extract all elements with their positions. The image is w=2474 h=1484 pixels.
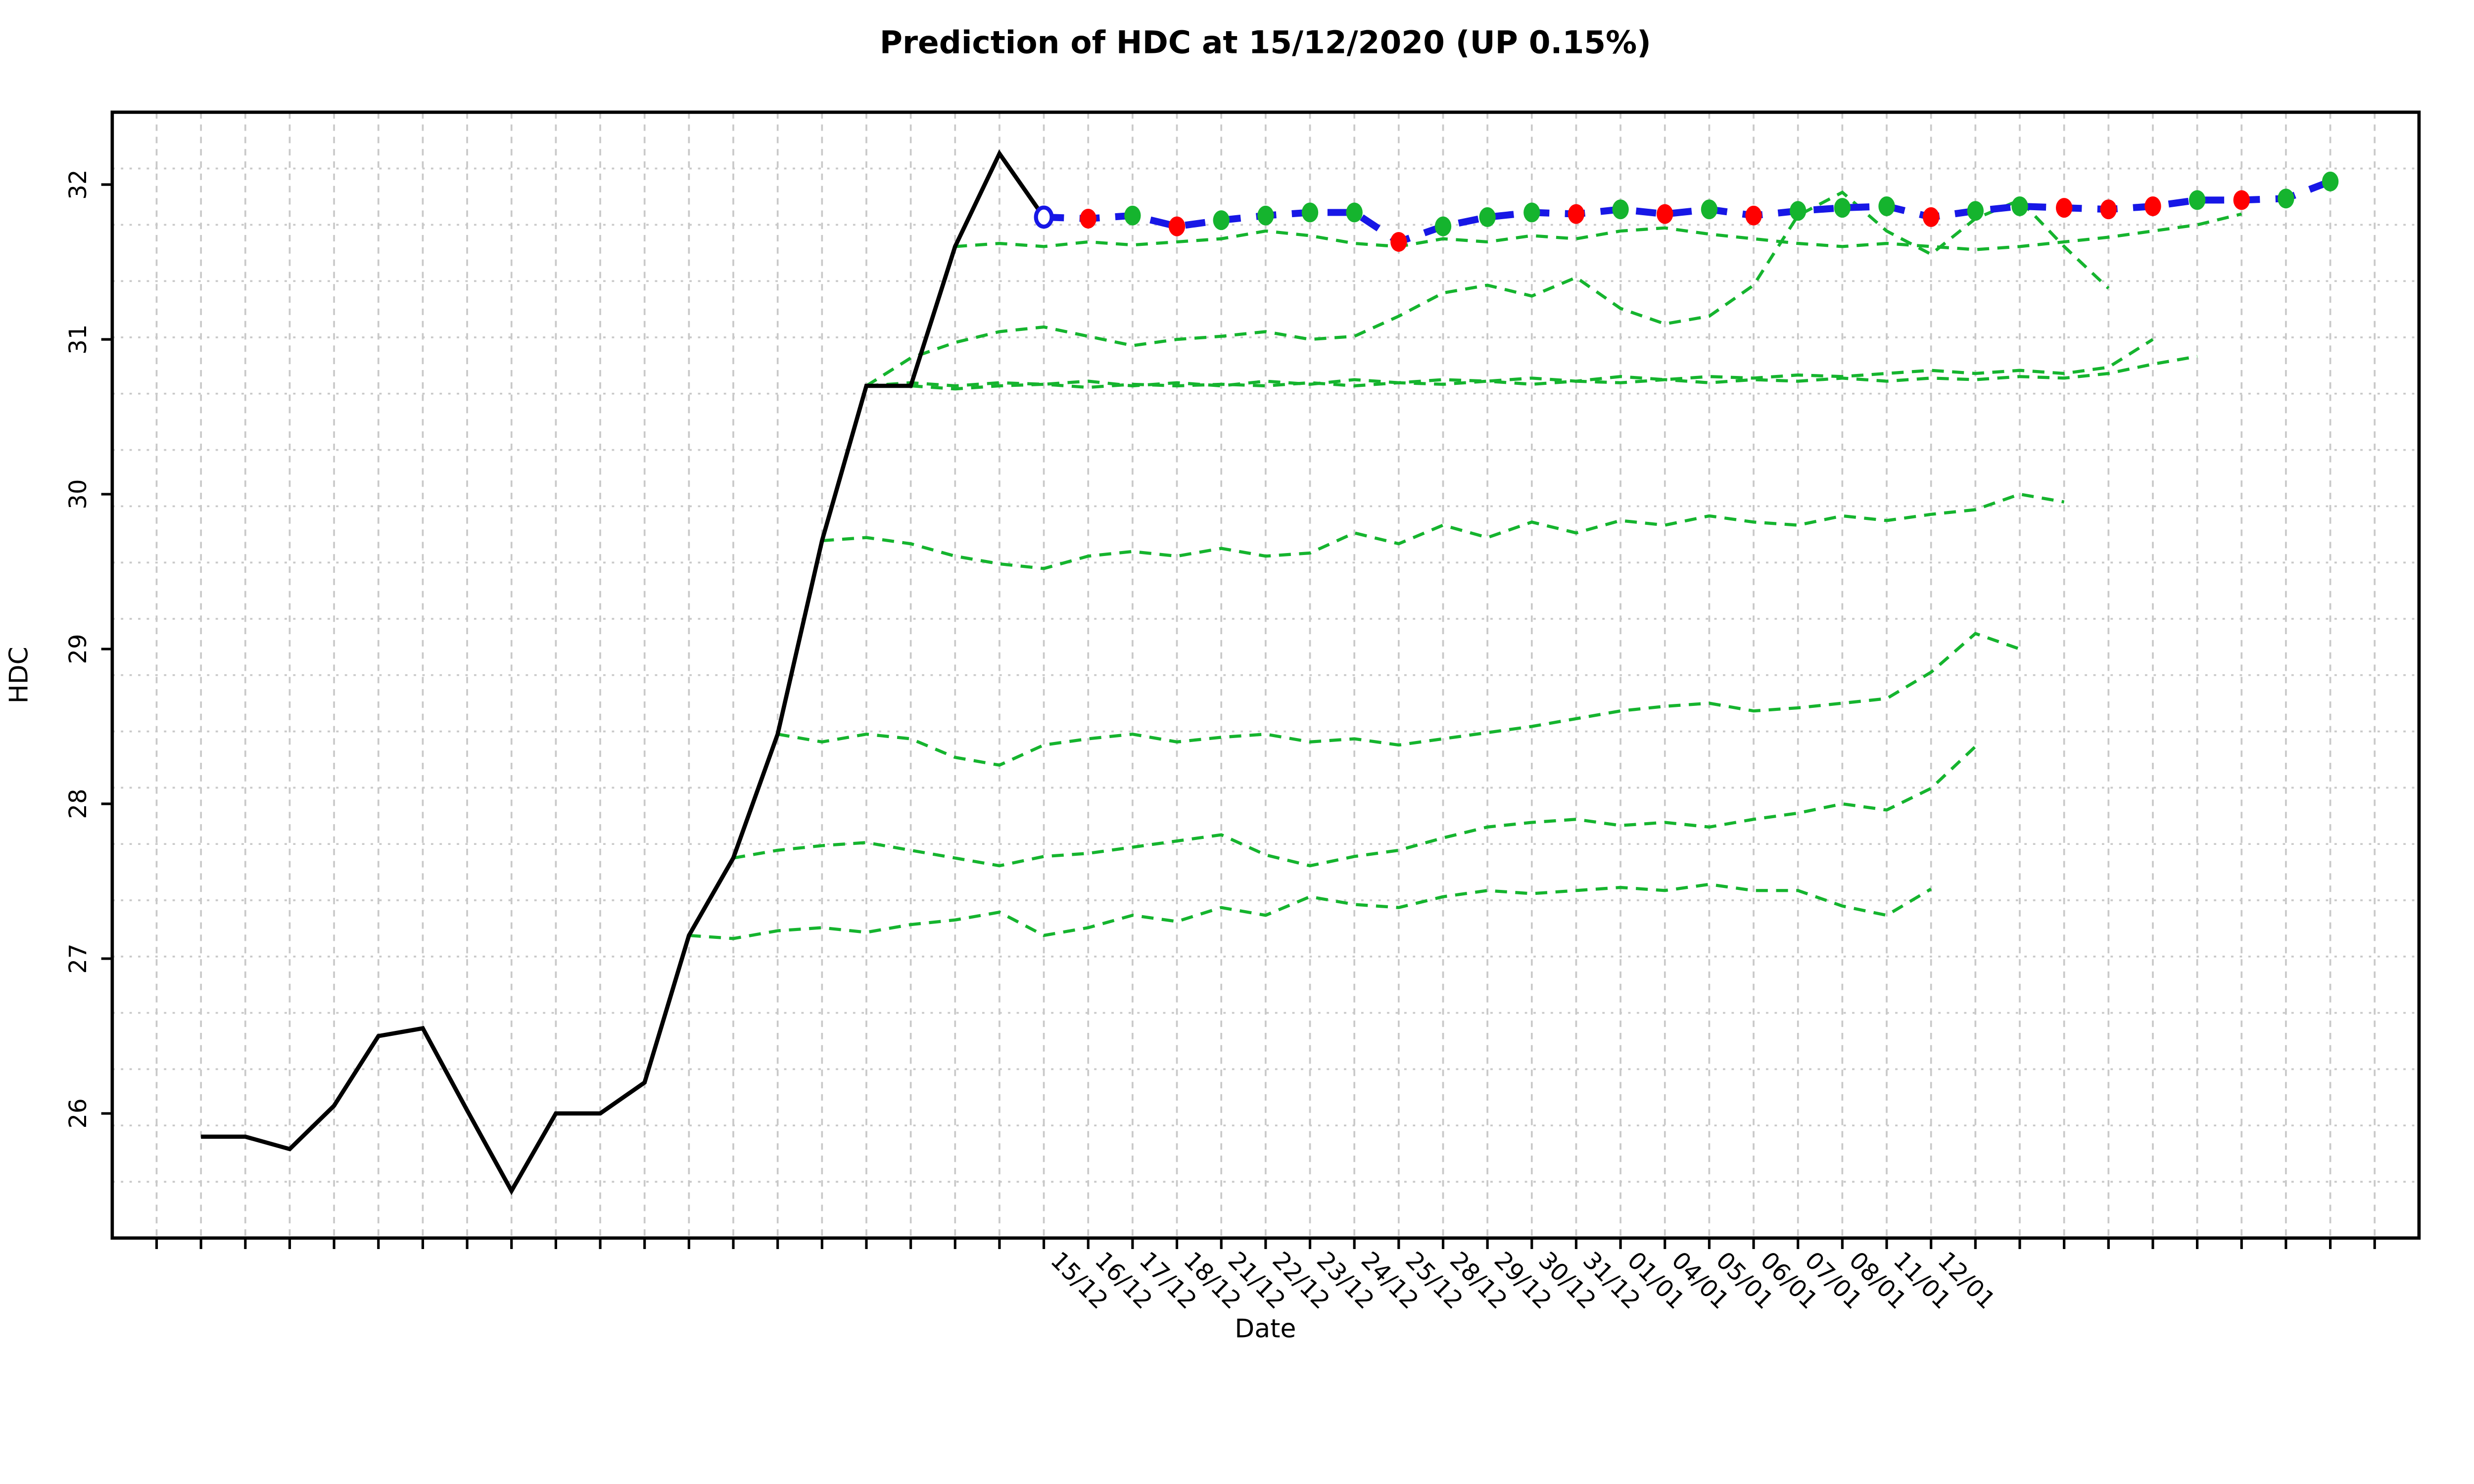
prediction-marker-down — [1168, 216, 1186, 236]
ensemble-line — [689, 882, 1932, 940]
ensemble-line — [955, 212, 2242, 251]
prediction-marker-up — [1878, 196, 1895, 216]
ensemble-line — [777, 632, 2021, 767]
prediction-marker-up — [2011, 196, 2028, 216]
prediction-marker-up — [2278, 188, 2294, 209]
chart-title: Prediction of HDC at 15/12/2020 (UP 0.15… — [880, 24, 1651, 60]
prediction-marker-up — [1301, 202, 1319, 223]
prediction-marker-up — [1701, 199, 1718, 220]
prediction-marker-down — [2100, 199, 2117, 220]
y-tick-label: 26 — [64, 1098, 92, 1128]
y-tick-label: 27 — [64, 943, 92, 974]
y-tick-label: 29 — [64, 634, 92, 664]
historical-line — [201, 149, 1046, 1196]
prediction-marker-down — [2055, 198, 2073, 218]
grid-layer — [112, 112, 2419, 1238]
prediction-marker-up — [1124, 205, 1141, 226]
y-tick-label: 32 — [64, 170, 92, 200]
prediction-marker-up — [1834, 198, 1851, 218]
ensemble-line — [733, 745, 1977, 868]
ensemble-line — [865, 190, 2110, 387]
prediction-marker-up — [1790, 201, 1807, 221]
prediction-marker-up — [1257, 205, 1274, 226]
prediction-marker-down — [1657, 204, 1673, 224]
prediction-marker-down — [1390, 232, 1407, 252]
prediction-line — [1044, 178, 2332, 246]
prediction-marker-down — [2144, 196, 2161, 216]
y-tick-label: 31 — [64, 324, 92, 354]
prediction-marker-up — [2322, 171, 2339, 191]
prediction-marker-down — [1923, 207, 1940, 227]
series-layer — [201, 149, 2339, 1196]
prediction-marker-up — [1434, 216, 1452, 236]
prediction-start-marker — [1034, 205, 1054, 229]
x-axis-title: Date — [1235, 1314, 1296, 1344]
prediction-marker-up — [1612, 199, 1629, 220]
y-tick-label: 30 — [64, 479, 92, 509]
prediction-marker-up — [2189, 190, 2206, 210]
prediction-marker-up — [1346, 202, 1363, 223]
ensemble-line — [910, 355, 2198, 391]
prediction-marker-down — [1745, 205, 1762, 226]
ensemble-line — [822, 492, 2065, 570]
prediction-marker-down — [1080, 208, 1096, 229]
ensemble-line — [866, 338, 2154, 388]
prediction-marker-up — [1967, 201, 1984, 221]
prediction-marker-down — [1568, 204, 1585, 224]
chart-canvas: 2627282930313215/1216/1217/1218/1221/122… — [4, 24, 2421, 1344]
y-tick-label: 28 — [64, 788, 92, 819]
prediction-marker-up — [1479, 207, 1496, 227]
y-axis-title: HDC — [4, 647, 34, 703]
prediction-marker-up — [1213, 210, 1230, 231]
prediction-marker-down — [2233, 190, 2250, 210]
axis-layer: 2627282930313215/1216/1217/1218/1221/122… — [64, 110, 2421, 1314]
prediction-chart-figure: 26 27 28 29 30 31 32 15/12 16/12 17/12 18/12 21/12 2… — [4, 24, 2421, 1344]
prediction-marker-up — [1523, 202, 1540, 223]
